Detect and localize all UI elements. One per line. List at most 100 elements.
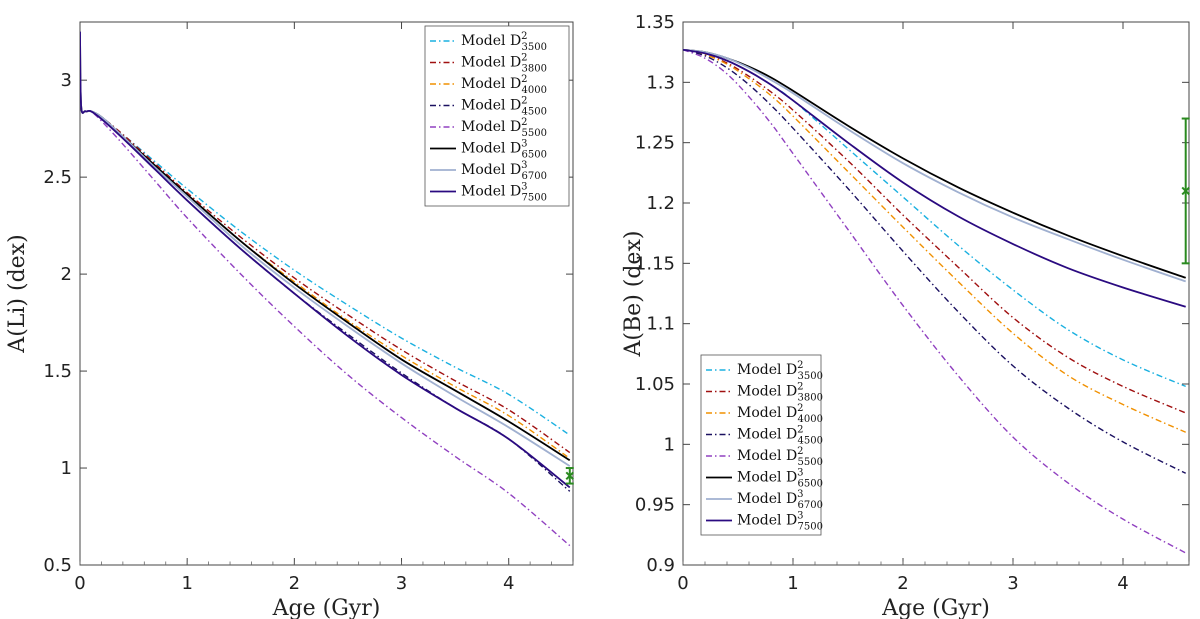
legend-label: Model D3 7500 [461,182,547,204]
legend-sup: 3 [797,468,803,479]
legend-sup: 3 [521,160,527,171]
legend-name: Model D [737,470,797,486]
legend-label: Model D3 6700 [461,160,547,182]
legend-entry: Model D2 4000 [706,403,823,425]
legend-name: Model D [737,448,797,464]
x-axis-label: Age (Gyr) [881,596,990,619]
legend-entry: Model D2 3800 [430,53,547,75]
observation-marker [565,467,574,485]
legend-sub: 7500 [522,193,547,204]
legend-box [700,354,822,536]
legend-box [424,25,570,207]
y-tick-label: 1 [664,434,675,455]
legend-entry: Model D2 5500 [706,446,823,468]
series-line-4500 [683,49,1187,474]
legend-sub: 5500 [798,457,823,468]
be-abundance-panel: 0 1 2 3 4 0.9 0.95 1 1.05 1.1 1.15 1.2 1.25 1.3 1.35 Ag… [621,12,1190,619]
y-tick-label: 1.05 [635,374,675,395]
legend-label: Model D2 3800 [737,382,823,404]
legend-sub: 5500 [522,128,547,139]
legend-sub: 6500 [798,479,823,490]
legend-name: Model D [461,184,521,200]
legend-sup: 3 [521,139,527,150]
legend-sub: 4500 [522,107,547,118]
legend-sub: 6500 [522,150,547,161]
legend-name: Model D [461,55,521,71]
legend-label: Model D3 6500 [461,139,547,161]
legend-entry: Model D3 6500 [430,139,547,161]
legend-entry: Model D3 6500 [706,468,823,490]
legend-label: Model D2 5500 [737,446,823,468]
legend-label: Model D2 4500 [737,425,823,447]
legend-sup: 2 [797,403,803,414]
legend-entry: Model D2 3500 [706,360,823,382]
y-axis-label: A(Be) (dex) [621,231,646,358]
x-tick-label: 0 [74,573,85,594]
y-axis-label: A(Li) (dex) [5,234,30,353]
y-tick-label: 2.5 [43,167,72,188]
legend-name: Model D [737,405,797,421]
legend-label: Model D2 3500 [461,31,547,53]
series-line-5500 [683,49,1187,554]
legend-entry: Model D2 4000 [430,74,547,96]
y-tick-label: 1.1 [646,314,675,335]
legend-sub: 6700 [798,500,823,511]
legend-sup: 2 [521,53,527,64]
x-tick-label: 1 [787,573,798,594]
legend-name: Model D [737,384,797,400]
legend-label: Model D2 5500 [461,117,547,139]
y-tick-label: 0.9 [646,555,675,576]
x-tick-label: 3 [1007,573,1018,594]
series-group [80,31,571,547]
legend-sup: 2 [797,425,803,436]
legend-sub: 4500 [798,436,823,447]
legend-entry: Model D3 7500 [430,182,547,204]
li-abundance-panel: 0 1 2 3 4 0.5 1 1.5 2 2.5 3 Age (Gyr) A(Li) (dex) Mod… [5,21,574,619]
series-line-7500 [80,31,571,489]
y-tick-label: 1 [61,458,72,479]
legend-entry: Model D2 4500 [430,96,547,118]
legend-sup: 2 [521,74,527,85]
legend-label: Model D3 6500 [737,468,823,490]
legend-sup: 2 [521,31,527,42]
legend-sup: 3 [797,489,803,500]
y-tick-label: 1.15 [635,253,675,274]
legend-sub: 4000 [522,85,547,96]
y-tick-label: 1.2 [646,193,675,214]
legend-name: Model D [737,427,797,443]
legend-label: Model D2 4000 [737,403,823,425]
legend-sup: 2 [521,117,527,128]
series-line-6700 [683,48,1186,283]
y-tick-label: 1.35 [635,12,675,33]
legend-entry: Model D3 6700 [430,160,547,182]
legend-sup: 2 [797,446,803,457]
series-line-3800 [683,49,1186,414]
legend-name: Model D [737,491,797,507]
legend-sup: 3 [797,511,803,522]
legend-name: Model D [461,162,521,178]
legend-sub: 3500 [522,42,547,53]
x-tick-label: 0 [677,573,688,594]
legend-entry: Model D2 3500 [430,31,547,53]
y-tick-label: 0.5 [43,555,72,576]
legend-sub: 6700 [522,171,547,182]
legend-name: Model D [461,141,521,157]
legend-entry: Model D2 4500 [706,425,823,447]
legend-entry: Model D3 6700 [706,489,823,511]
legend-sup: 3 [521,182,527,193]
x-tick-label: 4 [503,573,514,594]
x-tick-label: 3 [396,573,407,594]
legend-label: Model D2 4000 [461,74,547,96]
legend-entry: Model D3 7500 [706,511,823,533]
y-tick-label: 2 [61,264,72,285]
x-tick-label: 2 [289,573,300,594]
legend-name: Model D [461,119,521,135]
legend-name: Model D [461,33,521,49]
legend-sup: 2 [797,382,803,393]
legend-sup: 2 [797,360,803,371]
legend-sub: 3800 [522,64,547,75]
legend-label: Model D3 6700 [737,489,823,511]
legend-entry: Model D2 3800 [706,382,823,404]
